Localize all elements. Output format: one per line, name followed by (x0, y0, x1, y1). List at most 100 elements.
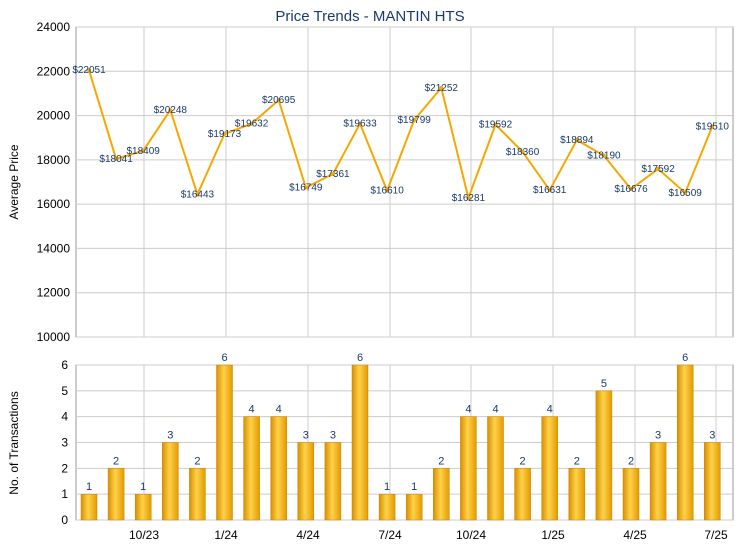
transactions-data-label: 2 (194, 455, 200, 467)
transactions-bar (568, 468, 586, 521)
price-data-label: $16610 (370, 186, 404, 197)
transactions-data-label: 1 (411, 481, 417, 493)
price-data-label: $19592 (479, 120, 513, 131)
transactions-bar (649, 442, 667, 521)
price-point (168, 108, 173, 113)
price-data-label: $17361 (316, 169, 350, 180)
price-point (276, 98, 281, 103)
price-y-tick-label: 18000 (37, 153, 71, 167)
x-tick-label: 7/24 (378, 528, 402, 542)
transactions-bar (351, 364, 369, 521)
transactions-data-label: 1 (384, 481, 390, 493)
price-point (547, 188, 552, 193)
transactions-data-label: 2 (628, 455, 634, 467)
x-tick-label: 10/23 (129, 528, 159, 542)
price-data-label: $19799 (398, 115, 432, 126)
price-point (629, 187, 633, 192)
price-point (303, 185, 308, 190)
transactions-bar (405, 493, 423, 521)
transactions-bar (622, 468, 640, 521)
price-y-tick-label: 10000 (37, 330, 71, 344)
transactions-bar (378, 493, 396, 521)
transactions-bar (243, 416, 260, 521)
price-data-label: $19173 (208, 129, 242, 140)
price-point (385, 188, 390, 193)
price-point (358, 121, 362, 126)
transactions-data-label: 2 (574, 455, 580, 467)
price-point (656, 166, 661, 171)
x-tick-label: 4/25 (623, 528, 647, 542)
price-series (87, 68, 715, 202)
price-point (330, 172, 335, 177)
transactions-y-tick-label: 2 (61, 461, 68, 475)
transactions-bar (324, 442, 342, 521)
transactions-data-label: 3 (655, 430, 661, 442)
transactions-data-label: 4 (492, 404, 498, 416)
price-y-tick-label: 12000 (37, 286, 71, 300)
price-point (249, 121, 254, 126)
price-data-label: $16281 (452, 193, 486, 204)
price-point (141, 148, 146, 153)
price-y-tick-label: 14000 (37, 241, 71, 255)
transactions-data-label: 3 (303, 430, 309, 442)
transactions-data-label: 4 (276, 404, 282, 416)
price-data-labels: $22051$18041$18409$20248$16443$19173$196… (72, 65, 729, 204)
price-point (520, 149, 525, 154)
transactions-y-tick-label: 6 (61, 358, 68, 372)
price-line (88, 69, 714, 202)
transactions-bar (676, 364, 694, 521)
price-panel: 10000 12000 14000 16000 18000 20000 22000 24000… (7, 20, 734, 344)
price-data-label: $18409 (127, 146, 161, 157)
transactions-y-tick-label: 1 (61, 487, 68, 501)
chart-title: Price Trends - MANTIN HTS (275, 8, 464, 25)
transactions-data-label: 4 (465, 404, 471, 416)
transactions-bar (189, 468, 206, 521)
price-plot-area (75, 26, 734, 338)
price-y-tick-label: 24000 (37, 20, 71, 34)
transactions-bar (487, 416, 504, 521)
price-data-label: $20695 (262, 95, 296, 106)
price-point (222, 131, 227, 136)
price-data-label: $19632 (235, 119, 269, 130)
transactions-data-label: 4 (249, 404, 255, 416)
transactions-bar (297, 442, 315, 521)
transactions-data-label: 1 (86, 481, 92, 493)
transactions-y-ticks: 0 1 2 3 4 5 6 (61, 358, 68, 527)
transactions-bar (433, 468, 450, 521)
transactions-y-tick-label: 4 (61, 410, 68, 424)
transactions-bar (80, 493, 98, 521)
price-point (710, 124, 715, 129)
price-point (493, 122, 498, 127)
x-tick-label: 7/25 (704, 528, 728, 542)
price-point (195, 192, 200, 197)
transactions-bars (80, 364, 721, 521)
price-data-label: $19633 (343, 119, 377, 130)
price-y-tick-label: 22000 (37, 64, 71, 78)
transactions-bar (134, 493, 152, 521)
x-tick-label: 4/24 (296, 528, 320, 542)
price-data-label: $19510 (696, 121, 730, 132)
x-tick-label: 1/24 (214, 528, 238, 542)
transactions-data-label: 2 (113, 455, 119, 467)
transactions-bar (270, 416, 287, 521)
price-data-label: $18894 (560, 135, 594, 146)
transactions-data-label: 3 (709, 430, 715, 442)
transactions-data-label: 6 (221, 352, 227, 364)
transactions-bar (541, 416, 558, 521)
price-point (114, 156, 119, 161)
price-y-axis-label: Average Price (7, 144, 21, 219)
price-data-label: $18041 (99, 154, 133, 165)
price-point (466, 195, 471, 200)
price-point (87, 68, 91, 73)
price-data-label: $22051 (72, 65, 106, 76)
price-y-tick-label: 16000 (37, 197, 71, 211)
price-data-label: $16509 (669, 188, 703, 199)
price-data-label: $17592 (641, 164, 675, 175)
price-data-label: $16676 (614, 184, 648, 195)
price-data-label: $16631 (533, 185, 567, 196)
transactions-data-label: 6 (682, 352, 688, 364)
transactions-data-label: 5 (601, 378, 607, 390)
price-data-label: $20248 (154, 105, 188, 116)
